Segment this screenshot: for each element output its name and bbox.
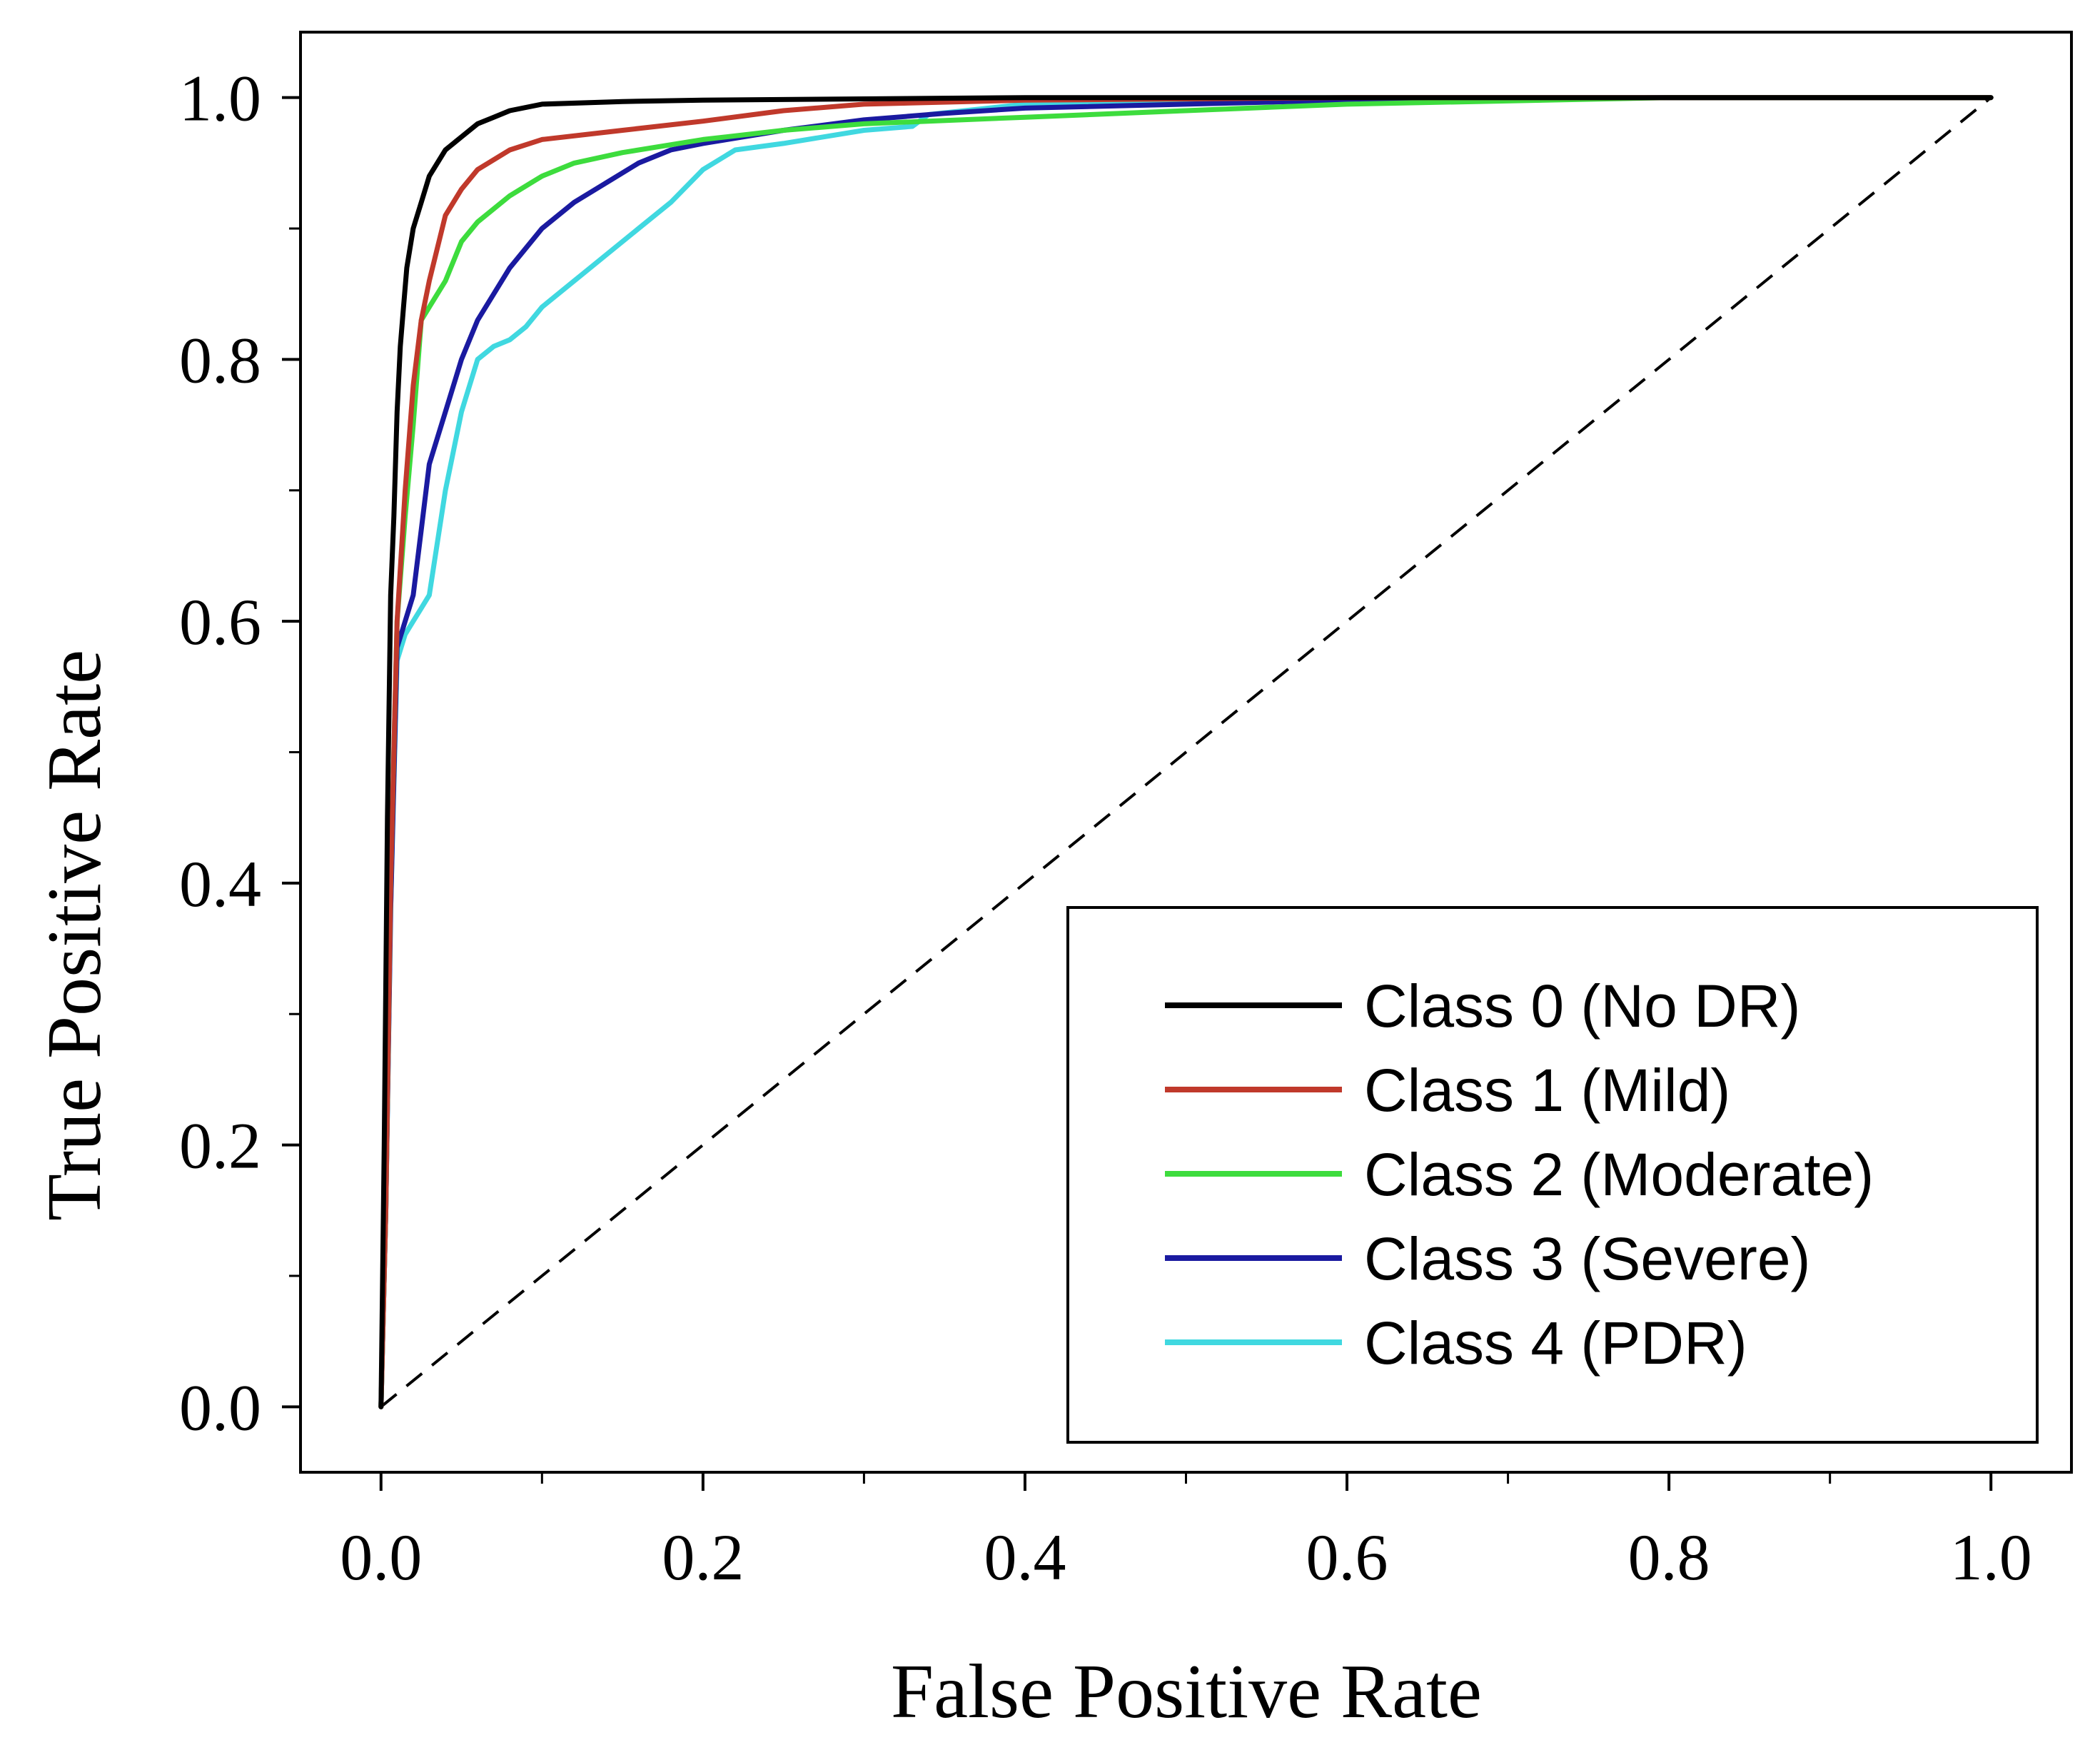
x-tick-label: 0.4 (984, 1521, 1066, 1594)
y-tick-label: 0.0 (179, 1371, 261, 1444)
series-layer (378, 95, 1994, 1409)
axis-ticks-layer: 0.0 0.2 0.4 0.6 0.8 1.0 0.0 0.2 0.4 0.6 0.8 1.0 (179, 62, 2032, 1594)
y-tick-label: 0.4 (179, 848, 261, 920)
y-tick-label: 0.8 (179, 323, 261, 396)
y-axis-label: True Positive Rate (32, 650, 117, 1221)
legend-label: Class 4 (PDR) (1364, 1309, 1747, 1377)
legend-label: Class 2 (Moderate) (1364, 1141, 1874, 1208)
legend-label: Class 3 (Severe) (1364, 1225, 1811, 1292)
x-tick-label: 0.8 (1628, 1521, 1710, 1594)
y-tick-label: 1.0 (179, 62, 261, 135)
x-tick-label: 0.0 (340, 1521, 422, 1594)
legend: Class 0 (No DR) Class 1 (Mild) Class 2 (Mo… (1066, 906, 2039, 1444)
x-tick-label: 0.6 (1306, 1521, 1388, 1594)
series-line-class-3-severe (378, 95, 1994, 1409)
reference-line-layer (380, 96, 1992, 1408)
legend-label: Class 0 (No DR) (1364, 972, 1800, 1040)
legend-label: Class 1 (Mild) (1364, 1057, 1730, 1124)
y-tick-label: 0.6 (179, 585, 261, 658)
x-tick-label: 0.2 (662, 1521, 744, 1594)
x-axis-label: False Positive Rate (891, 1649, 1482, 1734)
series-line-class-1-mild (378, 95, 1994, 1409)
chance-diagonal-line (380, 96, 1992, 1408)
series-line-class-4-pdr (378, 95, 1994, 1409)
x-tick-label: 1.0 (1950, 1521, 2032, 1594)
series-line-class-0-no-dr (378, 95, 1994, 1409)
y-tick-label: 0.2 (179, 1110, 261, 1182)
